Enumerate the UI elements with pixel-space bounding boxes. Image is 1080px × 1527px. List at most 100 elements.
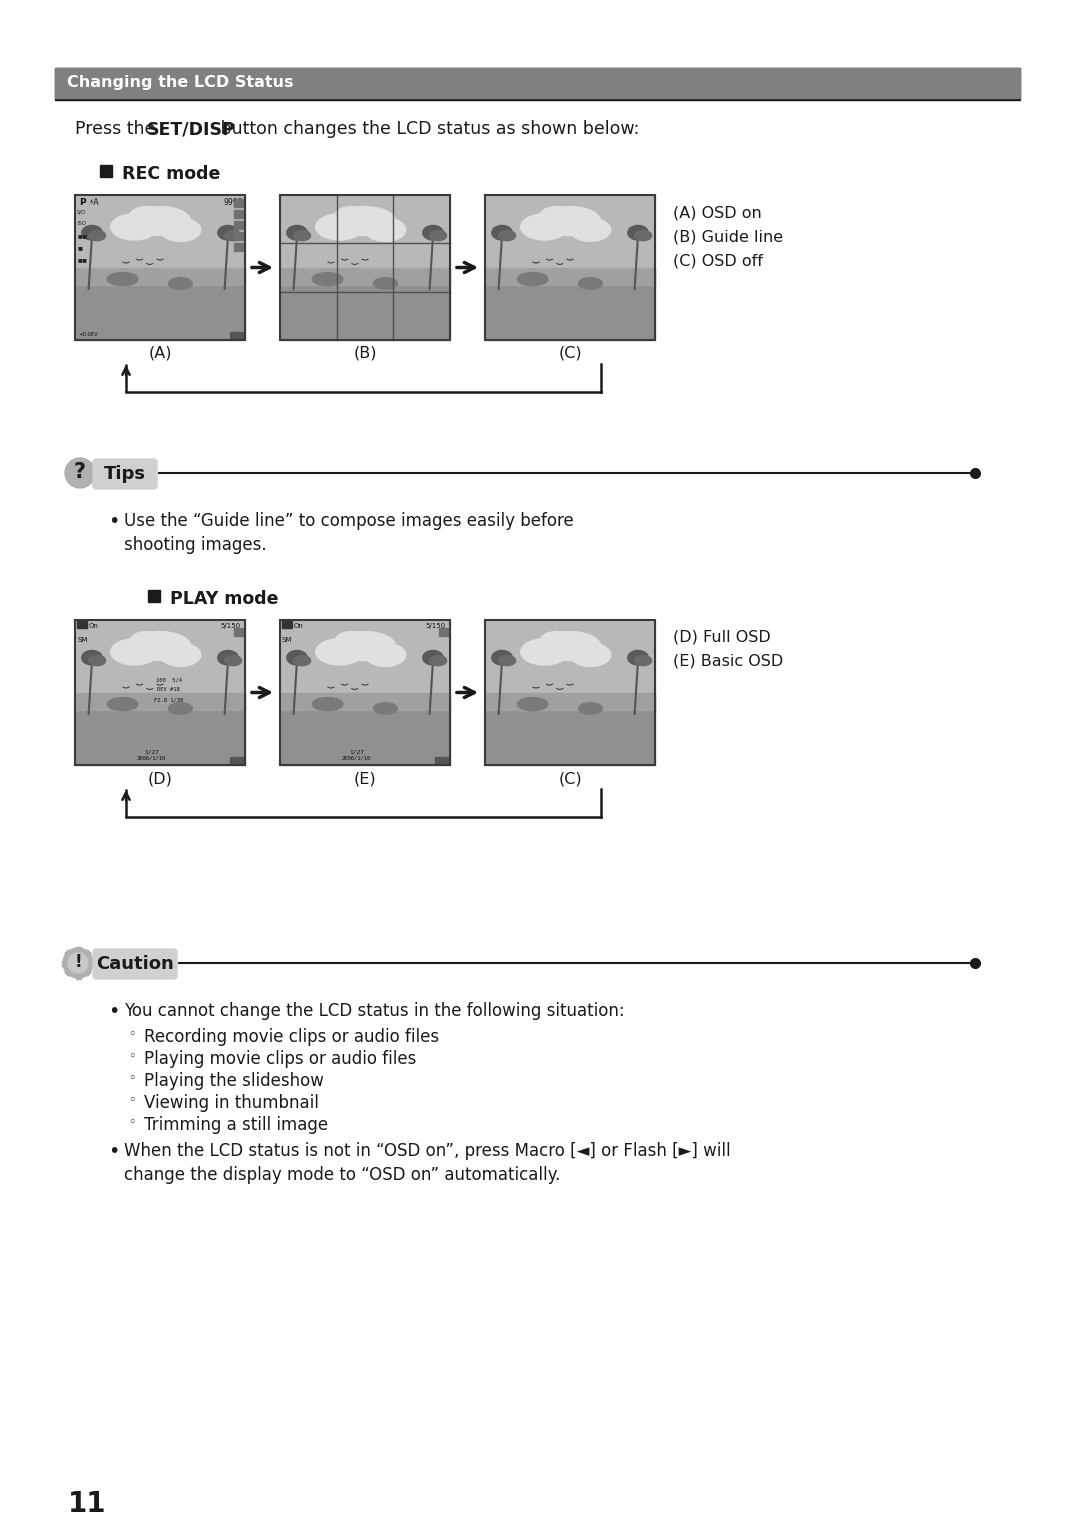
Bar — [87, 960, 94, 965]
Text: 100  5/4: 100 5/4 — [156, 676, 181, 683]
Ellipse shape — [579, 278, 603, 289]
Ellipse shape — [539, 206, 600, 235]
Ellipse shape — [635, 655, 651, 666]
Text: (C) OSD off: (C) OSD off — [673, 253, 762, 269]
Ellipse shape — [225, 231, 242, 241]
Bar — [234, 232, 243, 240]
Ellipse shape — [499, 655, 515, 666]
Ellipse shape — [218, 226, 239, 240]
Text: change the display mode to “OSD on” automatically.: change the display mode to “OSD on” auto… — [124, 1167, 561, 1183]
Bar — [75, 195, 245, 341]
Bar — [62, 960, 68, 965]
Ellipse shape — [168, 278, 192, 289]
Bar — [234, 628, 243, 637]
Bar — [83, 968, 91, 976]
Bar — [75, 693, 245, 710]
Ellipse shape — [627, 651, 648, 664]
Text: ■■: ■■ — [77, 234, 87, 238]
Text: •: • — [108, 1142, 120, 1161]
Ellipse shape — [294, 231, 311, 241]
Bar — [76, 973, 81, 979]
Bar — [230, 757, 243, 764]
Ellipse shape — [521, 214, 568, 240]
Text: When the LCD status is not in “OSD on”, press Macro [◄] or Flash [►] will: When the LCD status is not in “OSD on”, … — [124, 1142, 731, 1161]
Bar — [100, 165, 112, 177]
Ellipse shape — [294, 655, 311, 666]
Bar — [280, 195, 450, 275]
FancyBboxPatch shape — [93, 460, 157, 489]
Text: +0.0EV: +0.0EV — [78, 331, 98, 337]
Bar — [148, 589, 160, 602]
Text: 1/27: 1/27 — [144, 750, 159, 754]
Ellipse shape — [570, 643, 611, 666]
Ellipse shape — [539, 632, 573, 652]
Text: ◦: ◦ — [129, 1093, 135, 1107]
Bar — [55, 69, 1020, 99]
Bar — [280, 620, 450, 765]
Ellipse shape — [107, 273, 138, 286]
Text: SM: SM — [282, 637, 293, 643]
Text: (E) Basic OSD: (E) Basic OSD — [673, 654, 783, 669]
Text: (D) Full OSD: (D) Full OSD — [673, 631, 771, 644]
Ellipse shape — [422, 651, 443, 664]
Ellipse shape — [430, 231, 447, 241]
Bar — [280, 267, 450, 286]
Bar — [485, 620, 654, 699]
Ellipse shape — [335, 632, 368, 652]
Ellipse shape — [539, 206, 573, 228]
Text: Trimming a still image: Trimming a still image — [144, 1116, 328, 1135]
Ellipse shape — [539, 632, 600, 661]
Bar — [280, 693, 450, 710]
Text: PLAY mode: PLAY mode — [170, 589, 279, 608]
Text: Changing the LCD Status: Changing the LCD Status — [67, 75, 294, 90]
Bar — [438, 628, 448, 637]
Bar — [75, 267, 245, 286]
Text: shooting images.: shooting images. — [124, 536, 267, 554]
Text: Playing movie clips or audio files: Playing movie clips or audio files — [144, 1051, 417, 1067]
Bar — [83, 950, 91, 957]
Text: ISO: ISO — [77, 221, 86, 226]
FancyBboxPatch shape — [93, 948, 177, 979]
Bar — [282, 621, 292, 628]
Ellipse shape — [218, 651, 239, 664]
Ellipse shape — [89, 655, 106, 666]
Text: P: P — [79, 199, 85, 208]
Ellipse shape — [168, 702, 192, 715]
Text: You cannot change the LCD status in the following situation:: You cannot change the LCD status in the … — [124, 1002, 624, 1020]
Text: F2.8 1/30: F2.8 1/30 — [153, 698, 184, 702]
Text: (C): (C) — [558, 771, 582, 786]
Ellipse shape — [315, 638, 363, 664]
Text: ◦: ◦ — [129, 1028, 135, 1041]
Ellipse shape — [579, 702, 603, 715]
Text: (D): (D) — [148, 771, 173, 786]
Bar — [485, 195, 654, 275]
Text: •: • — [108, 1002, 120, 1022]
Bar — [75, 699, 245, 765]
Text: 9999: 9999 — [222, 199, 243, 208]
Ellipse shape — [130, 632, 190, 661]
Text: REC mode: REC mode — [122, 165, 220, 183]
Ellipse shape — [627, 226, 648, 240]
Bar — [234, 199, 243, 208]
Bar — [435, 757, 448, 764]
Text: 2006/1/10: 2006/1/10 — [342, 756, 372, 760]
Ellipse shape — [374, 278, 397, 289]
Ellipse shape — [491, 226, 512, 240]
Text: On: On — [294, 623, 303, 629]
Bar — [485, 620, 654, 765]
Ellipse shape — [312, 698, 343, 710]
Ellipse shape — [110, 214, 159, 240]
Ellipse shape — [107, 698, 138, 710]
Circle shape — [65, 458, 95, 489]
Ellipse shape — [130, 206, 163, 228]
Text: S/D: S/D — [77, 209, 86, 214]
Bar — [65, 950, 72, 957]
Ellipse shape — [365, 218, 406, 241]
Text: 11: 11 — [68, 1490, 107, 1518]
Ellipse shape — [365, 643, 406, 666]
Text: Viewing in thumbnail: Viewing in thumbnail — [144, 1093, 319, 1112]
Text: (B): (B) — [353, 347, 377, 360]
Text: (C): (C) — [558, 347, 582, 360]
Text: SET/DISP: SET/DISP — [147, 121, 235, 137]
Text: 2006/1/10: 2006/1/10 — [137, 756, 166, 760]
